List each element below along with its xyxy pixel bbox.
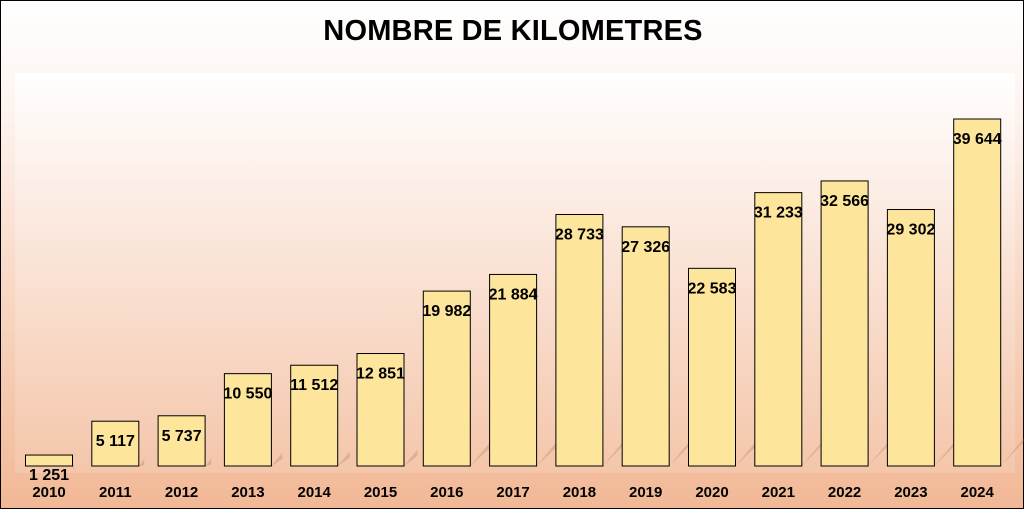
data-label-2013: 10 550 bbox=[223, 386, 272, 403]
x-tick-label-2018: 2018 bbox=[563, 484, 596, 501]
bar-2017 bbox=[489, 273, 538, 467]
bar-shadow bbox=[536, 438, 560, 466]
x-tick-label-2022: 2022 bbox=[828, 484, 861, 501]
bar-2023 bbox=[886, 209, 935, 467]
bar-2015 bbox=[356, 353, 405, 467]
data-label-2019: 27 326 bbox=[621, 239, 670, 256]
bar-2022 bbox=[820, 180, 869, 467]
bar-2021 bbox=[754, 192, 803, 467]
bar-shadow bbox=[337, 451, 350, 466]
bar-shadow bbox=[404, 449, 418, 466]
bar-2010 bbox=[25, 454, 73, 467]
x-tick-label-2024: 2024 bbox=[961, 484, 995, 501]
bar-2011 bbox=[91, 420, 140, 467]
data-label-2016: 19 982 bbox=[422, 303, 471, 320]
bar-2024 bbox=[953, 118, 1002, 467]
data-label-2011: 5 117 bbox=[96, 433, 135, 450]
data-label-2024: 39 644 bbox=[953, 131, 1002, 148]
bar-2018 bbox=[555, 214, 604, 467]
x-tick-label-2011: 2011 bbox=[99, 484, 132, 501]
x-tick-label-2021: 2021 bbox=[762, 484, 795, 501]
bar-shadow bbox=[271, 452, 283, 466]
x-tick-label-2020: 2020 bbox=[695, 484, 728, 501]
x-tick-label-2023: 2023 bbox=[894, 484, 927, 501]
data-label-2010: 1 251 bbox=[29, 467, 69, 484]
data-label-2018: 28 733 bbox=[555, 227, 604, 244]
data-label-2022: 32 566 bbox=[820, 193, 869, 210]
bar-shadow bbox=[138, 459, 145, 466]
bar-shadow bbox=[205, 458, 212, 466]
x-tick-label-2017: 2017 bbox=[496, 484, 529, 501]
data-label-2017: 21 884 bbox=[489, 286, 538, 303]
data-label-2023: 29 302 bbox=[886, 222, 935, 239]
bar-2012 bbox=[157, 415, 206, 467]
x-tick-label-2015: 2015 bbox=[364, 484, 397, 501]
bar-shadow bbox=[934, 429, 966, 466]
x-tick-label-2014: 2014 bbox=[298, 484, 332, 501]
x-tick-label-2019: 2019 bbox=[629, 484, 662, 501]
bar-shadow bbox=[1000, 438, 1024, 466]
bar-shadow bbox=[602, 429, 634, 466]
bar-shadow bbox=[470, 440, 492, 466]
data-label-2021: 31 233 bbox=[754, 205, 803, 222]
bar-2014 bbox=[290, 364, 339, 467]
x-tick-label-2012: 2012 bbox=[165, 484, 198, 501]
data-label-2020: 22 583 bbox=[688, 280, 737, 297]
bar-shadow bbox=[735, 437, 760, 466]
bar-2019 bbox=[621, 226, 670, 467]
bar-2016 bbox=[422, 290, 471, 467]
bar-shadow bbox=[669, 431, 698, 466]
data-label-2014: 11 512 bbox=[290, 377, 338, 394]
data-label-2015: 12 851 bbox=[356, 366, 405, 383]
x-tick-label-2013: 2013 bbox=[231, 484, 264, 501]
x-tick-label-2016: 2016 bbox=[430, 484, 463, 501]
bar-2013 bbox=[223, 373, 272, 467]
chart-title: NOMBRE DE KILOMETRES bbox=[323, 15, 703, 47]
x-tick-label-2010: 2010 bbox=[32, 484, 65, 501]
bar-2020 bbox=[688, 267, 736, 467]
data-label-2012: 5 737 bbox=[162, 428, 202, 445]
